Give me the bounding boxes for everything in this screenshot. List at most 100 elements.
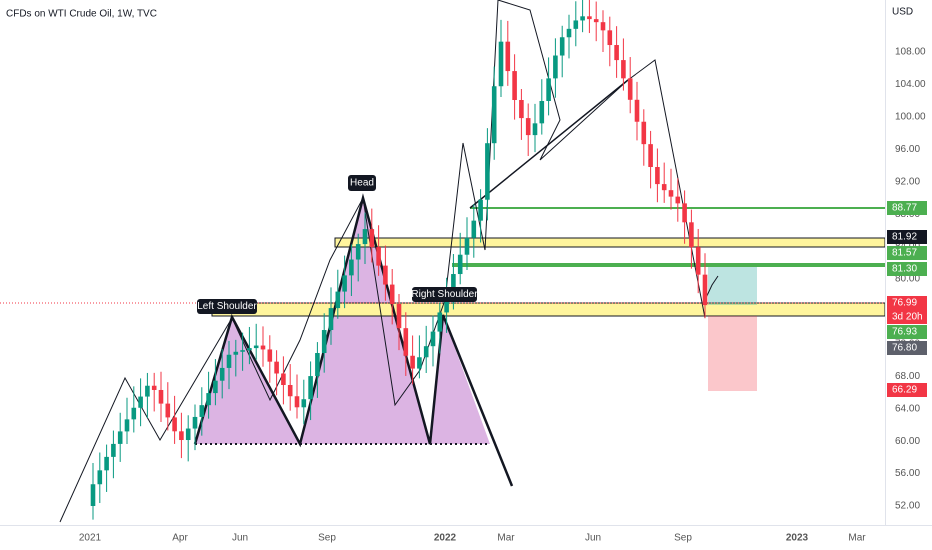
price-tag-label: 3d 20h	[892, 312, 923, 323]
price-tag	[887, 383, 927, 397]
candle	[634, 99, 640, 122]
candle	[621, 60, 626, 79]
candle	[525, 118, 531, 136]
trendline	[469, 79, 629, 209]
candle	[512, 71, 517, 101]
candle	[430, 331, 436, 347]
candle	[600, 22, 606, 31]
candle	[281, 373, 286, 386]
time-label: Mar	[497, 533, 515, 544]
candle	[702, 274, 708, 306]
candle	[355, 244, 361, 260]
candle	[451, 274, 456, 294]
candles	[90, 0, 708, 520]
candle	[362, 229, 368, 245]
price-label: 60.00	[895, 436, 920, 447]
price-tag-label: 81.57	[892, 248, 917, 259]
price-tag	[887, 230, 927, 244]
time-label: 2022	[434, 533, 457, 544]
time-label: Jun	[585, 533, 601, 544]
candle	[145, 385, 150, 397]
candle	[403, 328, 409, 356]
candle	[335, 291, 341, 309]
price-label: 100.00	[895, 111, 926, 122]
candle	[274, 361, 279, 374]
candle	[124, 419, 130, 432]
candle	[328, 308, 334, 331]
candle	[260, 345, 266, 350]
candle	[485, 143, 490, 200]
target-box	[708, 265, 757, 305]
candle	[587, 16, 592, 20]
candle	[505, 41, 511, 72]
candle	[308, 376, 313, 400]
candle	[321, 330, 327, 354]
price-label: 92.00	[895, 176, 920, 187]
candle	[179, 431, 184, 441]
candle	[410, 355, 415, 369]
currency: USD	[892, 7, 913, 18]
candle	[457, 254, 463, 275]
time-label: Sep	[674, 533, 692, 544]
candle	[111, 443, 116, 457]
candle	[117, 431, 123, 444]
candle	[342, 275, 347, 292]
candle	[253, 345, 259, 349]
candle	[226, 354, 232, 368]
candle	[219, 367, 225, 381]
price-tag	[887, 262, 927, 276]
candle	[97, 470, 103, 485]
head-label: Head	[350, 178, 374, 189]
price-label: 52.00	[895, 501, 920, 512]
candle	[464, 237, 470, 255]
candle	[437, 312, 443, 332]
candle	[247, 348, 252, 351]
price-tag-label: 81.30	[892, 264, 917, 275]
candle	[498, 41, 504, 87]
candle	[648, 144, 653, 168]
candle	[655, 167, 660, 185]
candle	[478, 199, 483, 221]
candle	[682, 203, 687, 223]
candle	[423, 346, 429, 358]
candle	[675, 196, 681, 204]
candle	[104, 456, 109, 471]
candle	[641, 121, 647, 145]
candle	[315, 353, 320, 377]
candle	[383, 265, 388, 285]
candle	[151, 385, 157, 390]
candle	[294, 396, 300, 408]
candle	[165, 403, 171, 418]
price-tag	[887, 246, 927, 260]
candle	[661, 184, 667, 191]
candle	[287, 385, 293, 397]
candle	[376, 247, 381, 266]
drawings	[0, 0, 886, 523]
left-shoulder-area	[195, 317, 300, 444]
left-shoulder-label: Left Shoulder	[197, 301, 257, 312]
price-label: 96.00	[895, 144, 920, 155]
candle	[172, 417, 177, 432]
candle	[233, 351, 239, 355]
candle	[185, 428, 191, 441]
candle	[614, 45, 619, 61]
candle	[396, 304, 402, 329]
candle	[131, 407, 137, 420]
candle	[546, 78, 551, 102]
price-tag-label: 81.92	[892, 232, 917, 243]
candle	[491, 86, 497, 144]
price-label: 56.00	[895, 468, 920, 479]
candle	[240, 350, 245, 352]
price-label: 104.00	[895, 79, 926, 90]
price-tag-label: 76.99	[892, 298, 917, 309]
head-area	[300, 198, 430, 444]
candle	[532, 123, 538, 136]
candle	[90, 484, 96, 506]
right-shoulder-label: Right Shoulder	[411, 289, 478, 300]
candle	[213, 380, 218, 394]
candle	[192, 416, 198, 429]
candle	[607, 30, 613, 46]
time-label: Apr	[172, 533, 188, 544]
price-tag-label: 76.80	[892, 343, 917, 354]
